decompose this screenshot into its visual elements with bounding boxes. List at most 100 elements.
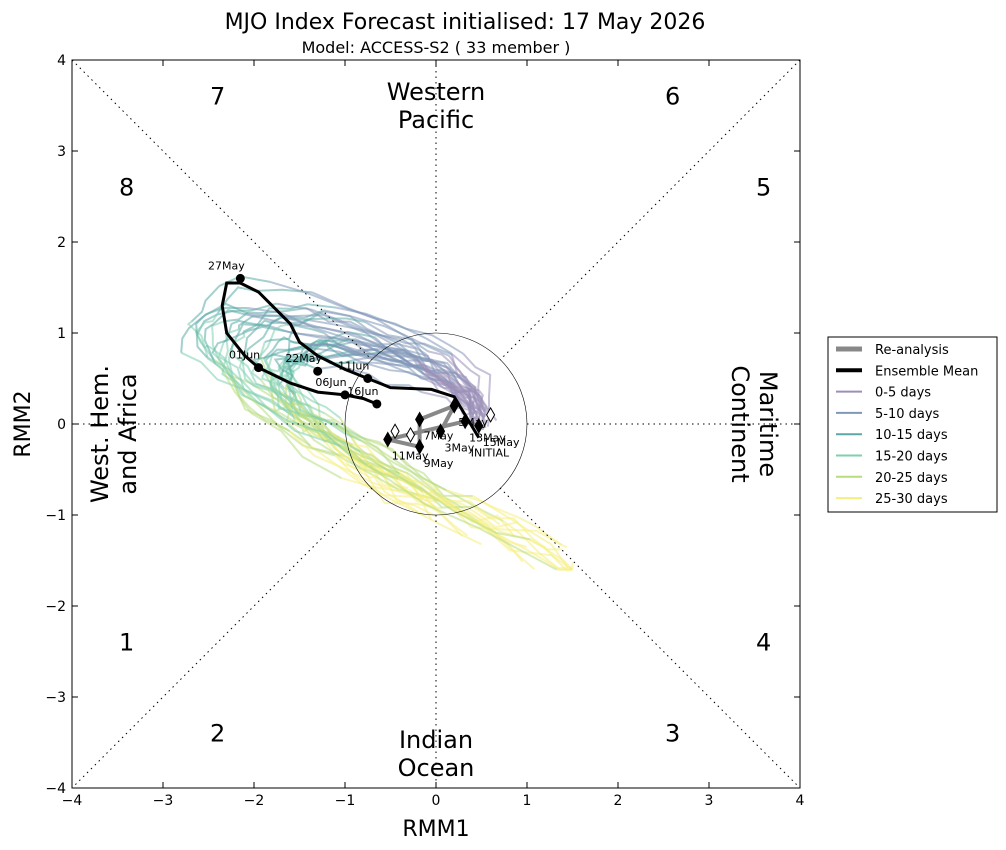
member-trajectory (282, 315, 419, 361)
member-trajectory (263, 372, 339, 426)
y-tick-label: 4 (57, 53, 66, 69)
phase-label: 6 (665, 82, 680, 110)
member-trajectory (247, 307, 430, 361)
reanalysis-date-label: 9May (424, 457, 454, 470)
member-trajectory (462, 353, 492, 410)
ensemble-mean-marker (254, 363, 264, 373)
reanalysis-open-marker (486, 406, 496, 423)
y-tick-label: −4 (45, 781, 66, 797)
initial-label: INITIAL (471, 447, 510, 460)
member-trajectory (308, 319, 454, 357)
region-western-pacific: Western Pacific (387, 78, 485, 134)
member-trajectory (268, 360, 288, 389)
member-trajectory (261, 353, 275, 388)
x-tick-label: 1 (523, 793, 532, 809)
reanalysis-date-label: 3May (445, 441, 475, 454)
ensemble-mean-marker (340, 390, 350, 400)
member-trajectory (445, 489, 569, 569)
legend-label: 20-25 days (875, 471, 948, 486)
member-trajectory (340, 445, 531, 541)
chart-subtitle: Model: ACCESS-S2 ( 33 member ) (302, 38, 571, 57)
reanalysis-date-label: 7May (424, 429, 454, 442)
phase-label: 5 (756, 173, 771, 201)
y-tick-label: 0 (57, 417, 66, 433)
reanalysis-open-marker (390, 423, 400, 440)
member-trajectory (455, 379, 485, 420)
reanalysis-marker (435, 423, 446, 440)
region-maritime-continent-line: Continent (726, 365, 754, 482)
phase-label: 7 (210, 82, 225, 110)
ensemble-mean-date-label: 11Jun (338, 360, 369, 373)
member-trajectory (203, 308, 246, 364)
y-tick-label: −1 (45, 508, 66, 524)
ensemble-mean-marker (363, 374, 373, 383)
member-trajectory (237, 309, 325, 330)
member-trajectory (420, 367, 475, 416)
phase-label: 2 (210, 719, 225, 747)
region-labels: Western Pacific Indian Ocean West. Hem.and A… (86, 78, 782, 782)
x-tick-label: 0 (432, 793, 441, 809)
region-maritime-continent: MaritimeContinent (726, 365, 782, 482)
x-tick-label: −1 (335, 793, 356, 809)
member-trajectory (231, 377, 336, 457)
ensemble-mean-line (220, 281, 481, 439)
legend-label: 25-30 days (875, 492, 948, 507)
reanalysis-open-marker (405, 426, 416, 443)
quadrant-guides (71, 59, 801, 789)
ensemble-mean-marker (372, 399, 382, 409)
reanalysis-marker (415, 411, 425, 428)
member-trajectory (195, 312, 219, 361)
member-trajectory (269, 280, 429, 353)
region-west-hem-africa-line: and Africa (114, 373, 142, 494)
member-trajectory (245, 313, 413, 358)
member-trajectory (337, 424, 447, 491)
reanalysis-marker (415, 438, 425, 455)
member-trajectory (280, 359, 303, 384)
phase-labels: 1 2 3 4 5 6 7 8 (119, 82, 771, 747)
ensemble-mean-date-label: 16Jun (347, 385, 378, 398)
ensemble-mean-marker (235, 273, 245, 283)
reanalysis-marker (474, 417, 484, 434)
x-ticks: −4 −3 −2 −1 0 1 2 3 4 (62, 60, 805, 809)
ensemble-mean-series: 22May 27May 01Jun 06Jun 11Jun 16Jun (208, 259, 481, 439)
phase-label: 8 (119, 173, 134, 201)
member-trajectory (259, 323, 288, 357)
legend-box (827, 336, 998, 513)
y-tick-label: 1 (57, 326, 66, 342)
region-indian-ocean-line: Indian (399, 726, 473, 754)
member-trajectory (180, 302, 251, 353)
member-trajectory (241, 360, 326, 415)
region-west-hem-africa-line: West. Hem. (86, 365, 114, 503)
member-trajectory (341, 477, 501, 526)
legend-label: Re-analysis (875, 343, 949, 358)
ensemble-mean-date-label: 22May (285, 352, 322, 365)
phase-label: 1 (119, 628, 134, 656)
unit-circle (344, 332, 528, 516)
member-trajectory (364, 321, 463, 381)
y-axis-label: RMM2 (11, 390, 36, 457)
member-trajectory (302, 342, 421, 370)
member-trajectory (216, 286, 313, 314)
member-trajectory (502, 520, 574, 570)
region-western-pacific-line: Pacific (398, 106, 474, 134)
member-trajectory (398, 471, 527, 548)
region-indian-ocean: Indian Ocean (398, 726, 475, 782)
member-trajectory (350, 455, 558, 571)
legend: Re-analysis Ensemble Mean 0-5 days 5-10 day… (827, 336, 998, 513)
x-axis-label: RMM1 (402, 817, 469, 842)
ensemble-mean-date-label: 27May (208, 259, 245, 272)
member-trajectory (190, 275, 271, 323)
chart-title: MJO Index Forecast initialised: 17 May 2… (225, 10, 706, 35)
y-tick-label: −2 (45, 599, 66, 615)
phase-label: 3 (665, 719, 680, 747)
region-indian-ocean-line: Ocean (398, 754, 475, 782)
legend-label: 15-20 days (875, 450, 948, 465)
legend-label: 10-15 days (875, 428, 948, 443)
member-trajectory (195, 306, 248, 359)
member-trajectory (288, 405, 367, 468)
region-western-pacific-line: Western (387, 78, 485, 106)
member-trajectory (411, 485, 518, 529)
member-trajectory (285, 359, 318, 395)
